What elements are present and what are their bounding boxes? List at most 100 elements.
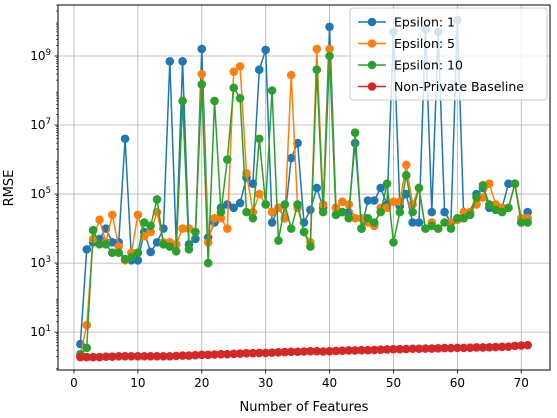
data-point [165,57,175,66]
data-point [152,195,162,204]
data-point [497,342,507,352]
data-point [484,200,494,209]
data-point [395,207,405,217]
series-4 [76,340,532,362]
data-point [171,246,181,256]
data-point [197,350,207,360]
data-point [223,224,232,233]
data-point [114,248,124,258]
data-point [114,351,124,361]
data-point [312,183,322,193]
x-axis-label: Number of Features [240,400,369,414]
data-point [108,248,117,258]
data-point [229,67,239,77]
data-point [427,207,437,217]
data-point [293,347,302,357]
data-point [280,200,290,209]
data-point [344,200,354,209]
x-tick-label: 70 [514,376,529,390]
data-point [95,215,104,225]
data-point [203,258,213,268]
data-point [286,70,296,80]
data-point [408,344,417,354]
data-point [331,346,341,356]
data-point [248,213,258,223]
data-point [427,344,437,353]
data-point [88,225,98,235]
y-tick-label: 101 [30,324,51,339]
data-point [139,218,149,227]
data-point [446,343,456,353]
legend-label: Epsilon: 10 [394,58,463,73]
data-point [350,128,360,137]
data-point [191,350,200,360]
data-point [95,240,104,249]
data-point [82,343,92,353]
data-point [357,224,366,233]
y-tick-label: 105 [30,186,51,201]
data-point [152,351,162,361]
data-point [197,44,207,54]
legend-label: Non-Private Baseline [394,79,524,94]
data-point [101,352,111,361]
data-point [108,352,117,361]
data-point [223,349,232,359]
data-point [235,93,245,103]
data-point [216,349,226,359]
data-point [248,348,258,358]
data-point [299,347,309,356]
data-point [318,207,328,217]
plot-frame [57,4,551,371]
data-point [254,134,264,144]
data-point [497,207,507,217]
data-point [504,203,513,213]
data-point [267,207,277,217]
data-point [523,218,532,227]
legend-entry: Epsilon: 5 [358,36,455,51]
data-point [401,170,411,180]
data-point [510,179,520,188]
data-point [235,349,245,358]
data-point [401,160,411,170]
data-point [184,351,194,360]
data-point [325,44,334,54]
legend-label: Epsilon: 1 [394,15,455,30]
data-point [274,348,283,357]
data-point [133,210,143,220]
data-point [229,203,239,213]
data-point [484,342,494,352]
data-point [491,342,500,352]
data-point [184,245,194,254]
legend-marker [367,39,377,48]
data-point [216,213,226,223]
data-point [523,207,532,217]
data-point [299,227,309,237]
data-point [146,351,155,361]
data-point [261,348,270,358]
data-point [504,342,513,351]
legend-entry: Non-Private Baseline [358,79,524,94]
data-point [293,200,302,209]
data-point [312,44,322,54]
data-point [344,346,354,355]
data-point [88,352,98,362]
data-point [344,213,354,223]
data-point [242,207,251,217]
data-point [127,252,136,262]
data-point [133,351,143,361]
legend-marker [367,60,377,70]
data-point [178,351,187,360]
data-point [286,347,296,357]
legend: Epsilon: 1 Epsilon: 5 Epsilon: 10 Non-Priva… [349,7,548,101]
data-point [401,344,411,354]
data-point [267,218,277,227]
data-point [146,247,155,257]
data-point [261,45,270,55]
data-point [171,351,181,361]
legend-entry: Epsilon: 1 [358,15,455,30]
data-point [306,205,315,215]
data-point [146,227,155,237]
data-point [242,348,251,358]
data-point [293,138,302,148]
data-point [101,240,111,249]
